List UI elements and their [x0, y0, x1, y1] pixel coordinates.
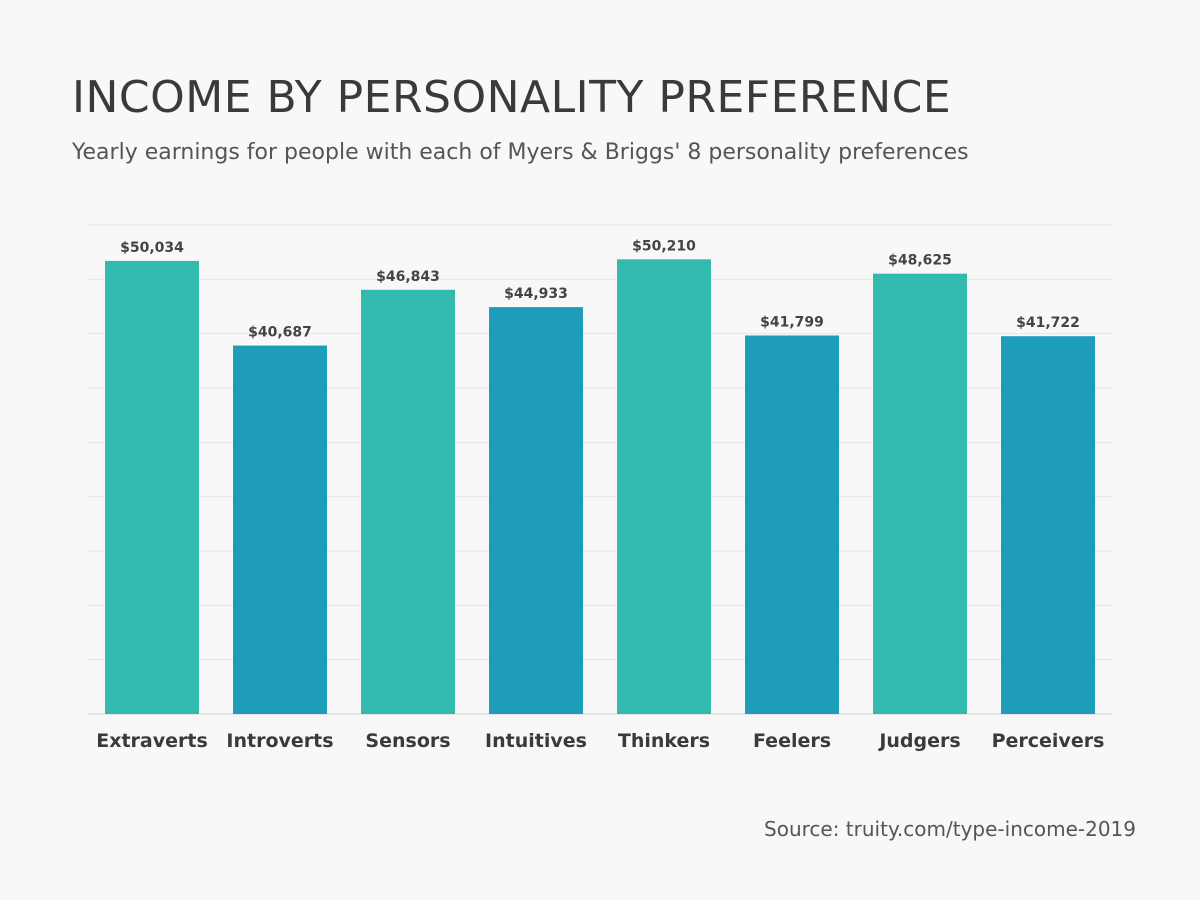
category-label-judgers: Judgers [877, 730, 960, 752]
bar-judgers [873, 273, 967, 714]
bar-sensors [361, 289, 455, 714]
chart-subtitle: Yearly earnings for people with each of … [72, 140, 969, 165]
category-label-feelers: Feelers [753, 730, 831, 752]
bar-intuitives [489, 307, 583, 714]
category-label-thinkers: Thinkers [618, 730, 710, 752]
category-label-sensors: Sensors [365, 730, 450, 752]
source-note: Source: truity.com/type-income-2019 [764, 817, 1136, 841]
bar-thinkers [617, 259, 711, 714]
data-label-intuitives: $44,933 [504, 286, 568, 302]
category-label-introverts: Introverts [226, 730, 333, 752]
data-label-extraverts: $50,034 [120, 240, 184, 256]
bar-introverts [233, 345, 327, 714]
bar-feelers [745, 335, 839, 714]
data-label-perceivers: $41,722 [1016, 315, 1080, 331]
category-label-intuitives: Intuitives [485, 730, 587, 752]
data-label-thinkers: $50,210 [632, 238, 696, 254]
data-label-sensors: $46,843 [376, 269, 440, 285]
category-label-extraverts: Extraverts [96, 730, 208, 752]
data-label-feelers: $41,799 [760, 314, 824, 330]
bar-extraverts [105, 260, 199, 714]
data-label-introverts: $40,687 [248, 325, 312, 341]
bar-perceivers [1001, 336, 1095, 714]
chart-title: INCOME BY PERSONALITY PREFERENCE [72, 72, 952, 123]
category-label-perceivers: Perceivers [992, 730, 1105, 752]
data-label-judgers: $48,625 [888, 253, 952, 269]
